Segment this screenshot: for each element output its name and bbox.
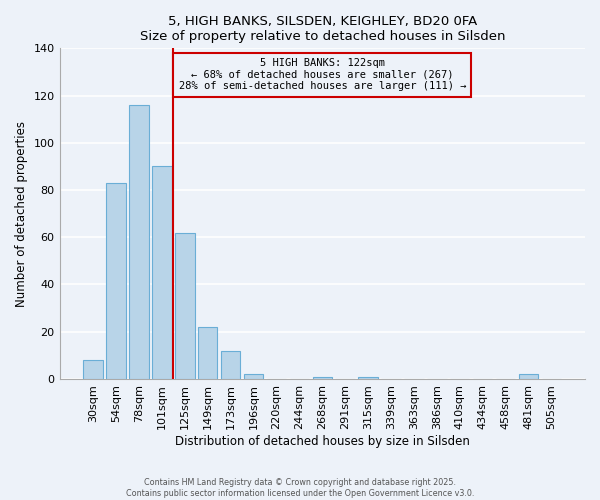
Y-axis label: Number of detached properties: Number of detached properties — [15, 120, 28, 306]
Bar — [198, 327, 217, 379]
Bar — [313, 376, 332, 379]
Bar — [221, 350, 241, 379]
Bar — [175, 232, 194, 379]
X-axis label: Distribution of detached houses by size in Silsden: Distribution of detached houses by size … — [175, 434, 470, 448]
Bar — [358, 376, 378, 379]
Bar — [106, 183, 126, 379]
Bar — [152, 166, 172, 379]
Bar — [519, 374, 538, 379]
Bar — [83, 360, 103, 379]
Bar — [129, 105, 149, 379]
Text: Contains HM Land Registry data © Crown copyright and database right 2025.
Contai: Contains HM Land Registry data © Crown c… — [126, 478, 474, 498]
Text: 5 HIGH BANKS: 122sqm
← 68% of detached houses are smaller (267)
28% of semi-deta: 5 HIGH BANKS: 122sqm ← 68% of detached h… — [179, 58, 466, 92]
Bar — [244, 374, 263, 379]
Title: 5, HIGH BANKS, SILSDEN, KEIGHLEY, BD20 0FA
Size of property relative to detached: 5, HIGH BANKS, SILSDEN, KEIGHLEY, BD20 0… — [140, 15, 505, 43]
